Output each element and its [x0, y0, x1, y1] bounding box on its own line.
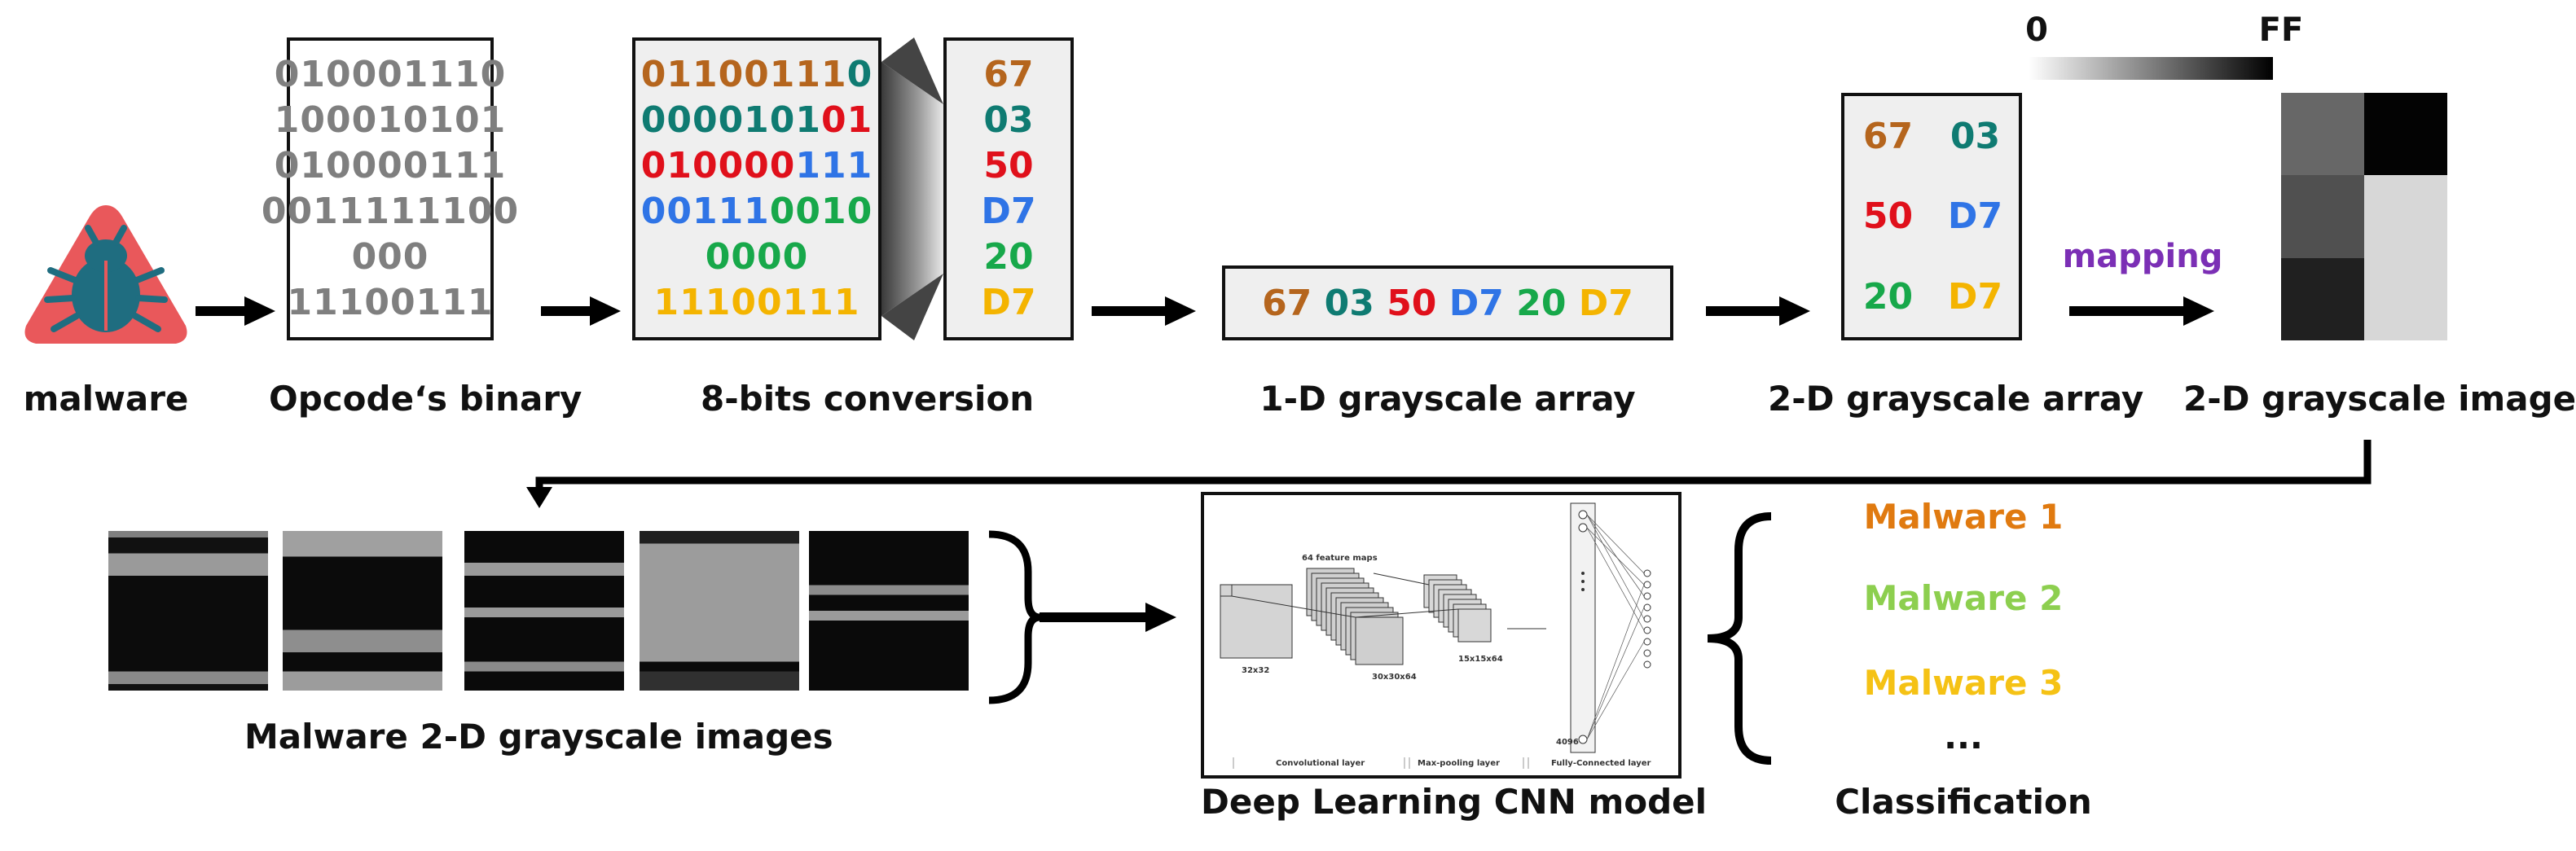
opcode-binary-line: 010001110	[274, 54, 507, 95]
eight-bit-segment: 11100111	[653, 282, 860, 323]
classification-label: Classification	[1835, 782, 2092, 822]
array-1d-value: 67	[1262, 282, 1312, 324]
colorbar-min-label: 0	[2025, 11, 2048, 49]
cnn-input-size: 32x32	[1242, 666, 1269, 675]
cnn-pool-size: 15x15x64	[1458, 655, 1503, 664]
eight-bit-segment: 0010	[769, 191, 873, 232]
grayscale-pixel	[2281, 93, 2364, 176]
array-2d-value: 50	[1862, 195, 1914, 238]
two-d-array-box: 67 03 50 D7 20 D7	[1841, 93, 2022, 340]
array-2d-value: 67	[1862, 115, 1914, 157]
malware-label: malware	[23, 379, 189, 419]
malware-image-4	[640, 531, 799, 691]
eight-bit-line: 001110010	[641, 189, 873, 235]
array-2d-value: 20	[1862, 276, 1914, 318]
eight-bit-line: 000010101	[641, 98, 873, 143]
eight-bit-segment: 0	[846, 54, 873, 95]
hex-value: D7	[981, 191, 1036, 232]
malware-image-1	[108, 531, 268, 691]
grayscale-pixel	[2281, 257, 2364, 340]
classification-item: ...	[1944, 717, 1983, 757]
colorbar-max-label: FF	[2258, 11, 2304, 49]
cnn-fc-layer: Fully-Connected layer	[1551, 759, 1651, 768]
grayscale-pixel	[2364, 175, 2447, 258]
opcode-binary-line: 000	[351, 236, 429, 278]
converge-brace	[988, 530, 1040, 704]
opcode-binary-box: 010001110 100010101 010000111 0011111100 000…	[262, 37, 518, 340]
eight-bit-segment: 111	[795, 145, 873, 186]
grayscale-pixel	[2364, 93, 2447, 176]
eight-bit-segment: 0000	[705, 236, 809, 278]
one-d-array-box: 67 03 50 D7 20 D7	[1222, 265, 1673, 340]
opcode-binary-line: 100010101	[274, 99, 507, 141]
eight-bit-label: 8-bits conversion	[701, 379, 1035, 419]
cnn-conv-layer: Convolutional layer	[1276, 759, 1365, 768]
eight-bit-box: 011001110 000010101 010000111 001110010 0000…	[632, 37, 881, 340]
grayscale-pixel	[2281, 175, 2364, 258]
hex-value: 20	[983, 236, 1034, 278]
opcode-binary-line: 11100111	[287, 282, 494, 323]
classification-item: Malware 3	[1863, 663, 2064, 703]
eight-bit-segment: 00111	[640, 191, 770, 232]
array-1d-value: D7	[1578, 282, 1633, 324]
grayscale-pixel	[2364, 257, 2447, 340]
hex-column-box: 67 03 50 D7 20 D7	[943, 37, 1074, 340]
two-d-image-label: 2-D grayscale image	[2183, 379, 2576, 419]
eight-bit-line: 010000111	[641, 143, 873, 189]
arrow-2	[541, 296, 621, 326]
mapping-label: mapping	[2062, 238, 2223, 275]
cnn-architecture-diagram: 32x32 64 feature maps 30x30x64	[1220, 502, 1651, 769]
hex-value: 03	[983, 99, 1034, 141]
cnn-model-label: Deep Learning CNN model	[1201, 782, 1708, 822]
eight-bit-line: 0000	[641, 235, 873, 280]
cnn-pool-layer: Max-pooling layer	[1418, 759, 1500, 768]
classification-brace	[1707, 512, 1772, 765]
opcode-binary-label: Opcode‘s binary	[269, 379, 582, 419]
virus-bug-icon	[24, 205, 187, 344]
grayscale-colorbar	[2029, 57, 2273, 80]
eight-bit-segment: 0000101	[640, 99, 822, 141]
array-2d-value: 03	[1950, 115, 2001, 157]
eight-bit-segment: 01100111	[640, 54, 847, 95]
cnn-feature-maps: 64 feature maps	[1302, 554, 1378, 563]
hex-value: 50	[983, 145, 1034, 186]
classification-item: Malware 2	[1863, 578, 2064, 618]
cnn-model-box: 32x32 64 feature maps 30x30x64	[1201, 492, 1681, 779]
array-1d-value: 03	[1324, 282, 1374, 324]
eight-bit-line: 11100111	[641, 280, 873, 326]
hex-value: D7	[981, 282, 1036, 323]
array-1d-value: D7	[1448, 282, 1504, 324]
arrow-1	[196, 296, 275, 326]
one-d-array-label: 1-D grayscale array	[1259, 379, 1636, 419]
arrow-3	[1092, 296, 1196, 326]
eight-bit-segment: 01	[821, 99, 873, 141]
cnn-conv-size: 30x30x64	[1372, 673, 1417, 682]
arrow-to-cnn	[1040, 603, 1176, 632]
two-d-array-label: 2-D grayscale array	[1768, 379, 2144, 419]
opcode-binary-line: 010000111	[274, 145, 507, 186]
hex-value: 67	[983, 54, 1034, 95]
array-1d-value: 50	[1387, 282, 1437, 324]
mapping-arrow	[2069, 296, 2214, 326]
malware-image-3	[464, 531, 624, 691]
opcode-binary-line: 0011111100	[261, 191, 520, 232]
cnn-fc-size: 4096	[1556, 738, 1579, 747]
arrow-4	[1706, 296, 1810, 326]
array-2d-value: D7	[1947, 276, 2003, 318]
two-d-grayscale-image	[2281, 93, 2447, 340]
connector-arrow	[526, 440, 2372, 508]
array-1d-value: 20	[1516, 282, 1567, 324]
malware-image-5	[809, 531, 969, 691]
malware-images-label: Malware 2-D grayscale images	[244, 717, 833, 757]
eight-bit-segment: 010000	[640, 145, 796, 186]
eight-bit-line: 011001110	[641, 52, 873, 98]
malware-image-2	[283, 531, 442, 691]
conversion-funnel-arrow	[881, 37, 943, 340]
malware-icon	[16, 195, 196, 350]
classification-item: Malware 1	[1863, 497, 2064, 537]
array-2d-value: D7	[1947, 195, 2003, 238]
